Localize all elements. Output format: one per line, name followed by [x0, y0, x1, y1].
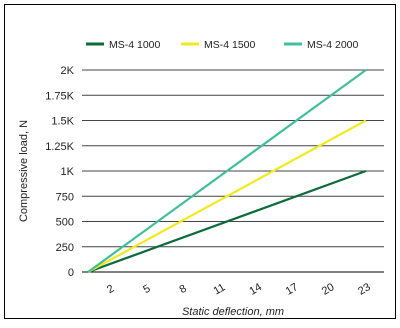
series-line	[87, 119, 367, 273]
x-tick-label: 2	[105, 283, 116, 296]
y-tick-label: 1.75K	[45, 90, 74, 102]
series-line	[87, 69, 367, 273]
y-tick-label: 2K	[61, 65, 75, 77]
chart-border	[4, 4, 396, 319]
x-tick-label: 8	[178, 283, 189, 296]
y-tick-label: 1K	[61, 166, 75, 178]
x-tick-label: 20	[320, 281, 337, 298]
y-tick-label: 1.25K	[45, 141, 74, 153]
y-tick-label: 250	[56, 242, 74, 254]
y-axis-label: Compressive load, N	[18, 120, 30, 222]
legend-label: MS-4 2000	[307, 39, 359, 51]
x-axis-ticks: 2 5 8 11 14 17 20 23	[105, 281, 373, 298]
y-axis-ticks: 0 250 500 750 1K 1.25K 1.5K 1.75K 2K	[45, 65, 74, 279]
y-tick-label: 750	[56, 191, 74, 203]
x-tick-label: 14	[247, 281, 264, 298]
x-tick-label: 11	[211, 281, 227, 297]
y-tick-label: 500	[56, 217, 74, 229]
x-tick-label: 17	[284, 281, 301, 298]
series-line	[87, 169, 367, 274]
legend-label: MS-4 1000	[109, 39, 161, 51]
y-tick-label: 1.5K	[51, 116, 74, 128]
x-tick-label: 5	[141, 283, 152, 296]
x-axis-label: Static deflection, mm	[182, 306, 284, 318]
legend: MS-4 1000 MS-4 1500 MS-4 2000	[86, 39, 359, 51]
x-tick-label: 23	[356, 281, 373, 298]
legend-label: MS-4 1500	[204, 39, 256, 51]
gridlines	[82, 69, 384, 273]
series-lines	[87, 69, 367, 274]
y-tick-label: 0	[68, 267, 74, 279]
